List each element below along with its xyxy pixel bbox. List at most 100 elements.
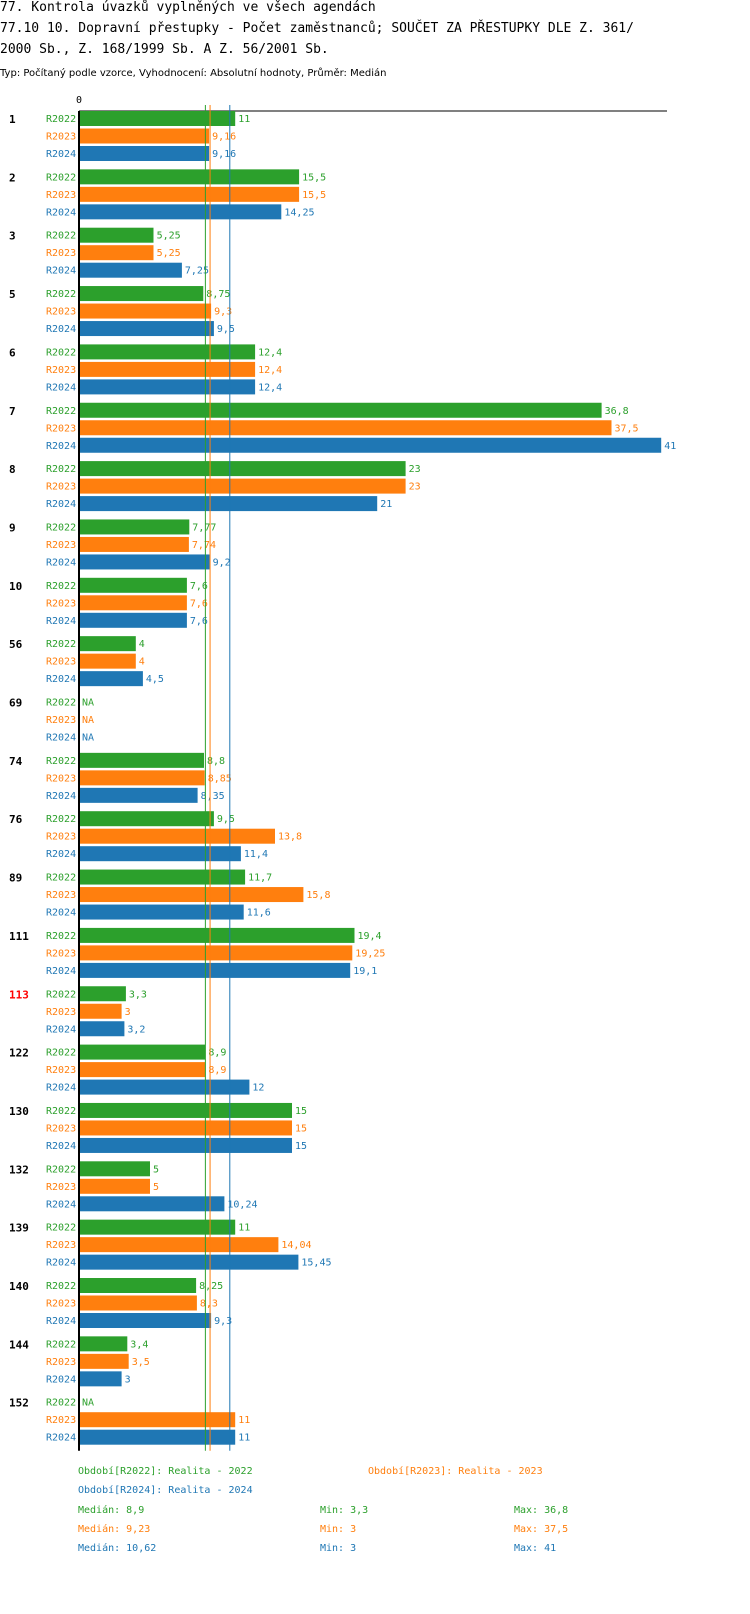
series-label: R2024 <box>46 791 76 802</box>
series-label: R2023 <box>46 832 76 843</box>
data-label: 11 <box>238 114 250 125</box>
series-label: R2023 <box>46 598 76 609</box>
data-label: 11,7 <box>248 873 272 884</box>
series-label: R2022 <box>46 1339 76 1350</box>
data-label: 3,2 <box>127 1024 145 1035</box>
data-label: 8,9 <box>208 1065 226 1076</box>
bar <box>79 595 187 611</box>
bar <box>79 770 205 786</box>
category-label: 9 <box>9 521 16 534</box>
data-label: 7,74 <box>192 540 216 551</box>
data-label: 19,1 <box>353 966 377 977</box>
bar <box>79 962 351 978</box>
series-label: R2023 <box>46 190 76 201</box>
bar <box>79 1079 250 1095</box>
series-label: R2022 <box>46 931 76 942</box>
series-label: R2023 <box>46 1357 76 1368</box>
series-label: R2024 <box>46 674 76 685</box>
category-label: 111 <box>9 930 29 943</box>
legend-median-2024: Medián: 10,62 <box>78 1543 157 1554</box>
data-label: 8,3 <box>200 1299 218 1310</box>
bar <box>79 1371 122 1387</box>
series-label: R2024 <box>46 266 76 277</box>
bar <box>79 1278 197 1293</box>
data-label: 4 <box>139 657 145 668</box>
data-label: 12,4 <box>258 382 282 393</box>
bar <box>79 321 214 337</box>
bar <box>79 536 189 552</box>
series-label: R2024 <box>46 324 76 335</box>
legend-min-2024: Min: 3 <box>320 1543 357 1554</box>
series-label: R2024 <box>46 1316 76 1327</box>
series-label: R2023 <box>46 715 76 726</box>
data-label: 13,8 <box>278 832 302 843</box>
data-label: 7,77 <box>192 522 216 533</box>
series-label: R2024 <box>46 849 76 860</box>
series-label: R2022 <box>46 1048 76 1059</box>
data-label: 9,5 <box>217 324 235 335</box>
chart-subtitle: Typ: Počítaný podle vzorce, Vyhodnocení:… <box>0 68 387 79</box>
series-label: R2022 <box>46 289 76 300</box>
bar-chart: 0 1 R2022 11 R2023 9,16 R2024 9,16 2 R2022 15,5 R20… <box>9 95 676 1451</box>
series-label: R2022 <box>46 639 76 650</box>
bar <box>79 186 300 202</box>
data-label: 5 <box>153 1164 159 1175</box>
bar <box>79 1219 236 1235</box>
data-label: 23 <box>409 482 421 493</box>
category-label: 69 <box>9 697 22 710</box>
data-label: 8,9 <box>208 1048 226 1059</box>
series-label: R2023 <box>46 1182 76 1193</box>
x-axis-zero-label: 0 <box>76 95 82 106</box>
data-label: 4,5 <box>146 674 164 685</box>
series-label: R2022 <box>46 522 76 533</box>
data-label: 11 <box>238 1415 250 1426</box>
bar <box>79 169 300 185</box>
legend-median-2022: Medián: 8,9 <box>78 1505 145 1516</box>
bar <box>79 402 602 418</box>
bar <box>79 204 282 220</box>
bar <box>79 1137 292 1153</box>
series-label: R2024 <box>46 441 76 452</box>
bar <box>79 1295 197 1311</box>
series-label: R2024 <box>46 908 76 919</box>
series-label: R2024 <box>46 1024 76 1035</box>
bar <box>79 111 236 126</box>
data-label: 4 <box>139 639 145 650</box>
series-label: R2023 <box>46 248 76 259</box>
legend-period-2022: Období[R2022]: Realita - 2022 <box>78 1466 253 1477</box>
series-label: R2024 <box>46 1374 76 1385</box>
category-label: 152 <box>9 1397 29 1410</box>
bar <box>79 461 406 477</box>
data-label: 15 <box>295 1123 307 1134</box>
series-label: R2022 <box>46 581 76 592</box>
series-label: R2024 <box>46 1199 76 1210</box>
bar <box>79 636 136 652</box>
bar <box>79 904 244 920</box>
data-label: 7,6 <box>190 598 208 609</box>
data-label: 3,4 <box>130 1339 148 1350</box>
legend-max-2022: Max: 36,8 <box>514 1505 569 1516</box>
data-label: 12 <box>252 1083 264 1094</box>
series-label: R2023 <box>46 1299 76 1310</box>
data-label: 3 <box>125 1374 131 1385</box>
bar <box>79 1429 236 1445</box>
na-label: NA <box>82 1398 94 1409</box>
data-label: 5 <box>153 1182 159 1193</box>
bar <box>79 1044 206 1060</box>
category-label: 139 <box>9 1222 29 1235</box>
bar <box>79 1412 236 1428</box>
series-label: R2024 <box>46 1433 76 1444</box>
bar <box>79 303 212 319</box>
category-label: 56 <box>9 638 23 651</box>
series-label: R2022 <box>46 114 76 125</box>
data-label: 11,6 <box>247 908 271 919</box>
bar <box>79 787 198 803</box>
data-label: 12,4 <box>258 347 282 358</box>
series-label: R2024 <box>46 1141 76 1152</box>
bar <box>79 1313 212 1328</box>
legend-median-2023: Medián: 9,23 <box>78 1524 151 1535</box>
bar <box>79 612 187 628</box>
series-label: R2022 <box>46 347 76 358</box>
series-label: R2022 <box>46 1106 76 1117</box>
bar <box>79 1102 292 1118</box>
